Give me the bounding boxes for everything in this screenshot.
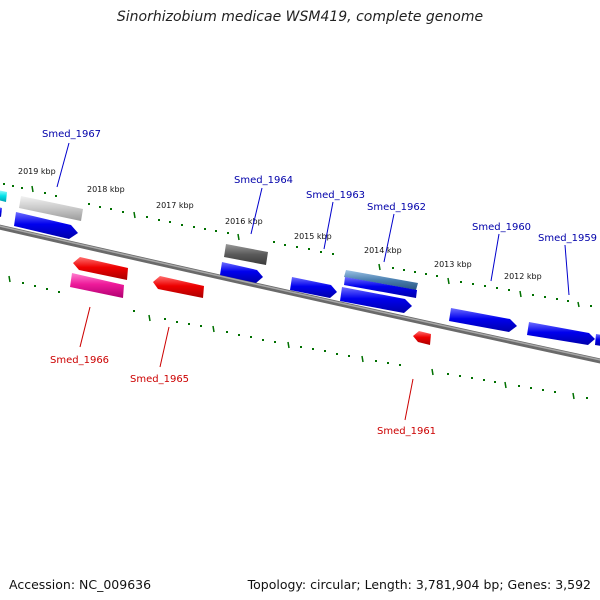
scale-label-2015: 2015 kbp [294,232,332,241]
gene-red-1[interactable] [73,257,128,280]
gene-smed-1967[interactable] [19,196,83,221]
outer-tick-row [3,183,592,308]
scale-label-2018: 2018 kbp [87,185,125,194]
gene-smed-1959[interactable] [527,322,595,345]
genome-summary: Topology: circular; Length: 3,781,904 bp… [247,577,591,592]
gene-label-smed-1961[interactable]: Smed_1961 [377,426,436,437]
gene-blue-2[interactable] [220,262,263,283]
gene-label-smed-1960[interactable]: Smed_1960 [472,222,531,233]
scale-label-2014: 2014 kbp [364,246,402,255]
gene-blue-5[interactable] [340,287,412,313]
gene-label-smed-1965[interactable]: Smed_1965 [130,374,189,385]
gene-blue-1[interactable] [14,212,78,239]
gene-smed-1960[interactable] [449,308,517,332]
scale-label-2012: 2012 kbp [504,272,542,281]
map-title: Sinorhizobium medicae WSM419, complete g… [116,9,484,25]
gene-blue-4[interactable] [344,277,417,298]
gene-label-smed-1964[interactable]: Smed_1964 [234,175,293,186]
gene-smed-1962[interactable] [344,270,418,290]
gene-smed-1964[interactable] [224,244,268,265]
scale-label-2016: 2016 kbp [225,217,263,226]
gene-label-smed-1959[interactable]: Smed_1959 [538,233,597,244]
gene-label-smed-1967[interactable]: Smed_1967 [42,129,101,140]
gene-label-smed-1966[interactable]: Smed_1966 [50,355,109,366]
gene-blue-edge-left[interactable] [0,207,2,217]
inner-tick-row [8,275,588,400]
gene-smed-1966[interactable] [70,273,124,298]
gene-smed-1965[interactable] [153,276,204,298]
scale-label-2019: 2019 kbp [18,167,56,176]
gene-blue-3[interactable] [290,277,337,298]
gene-smed-1961[interactable] [413,331,431,345]
gene-label-smed-1962[interactable]: Smed_1962 [367,202,426,213]
scale-label-2017: 2017 kbp [156,201,194,210]
scale-label-2013: 2013 kbp [434,260,472,269]
gene-label-smed-1963[interactable]: Smed_1963 [306,190,365,201]
accession-label: Accession: NC_009636 [9,577,152,592]
genome-backbone-highlight [0,225,600,361]
gene-cyan-partial[interactable] [0,190,7,202]
gene-blue-edge-right[interactable] [595,334,600,346]
genome-backbone [0,224,600,364]
